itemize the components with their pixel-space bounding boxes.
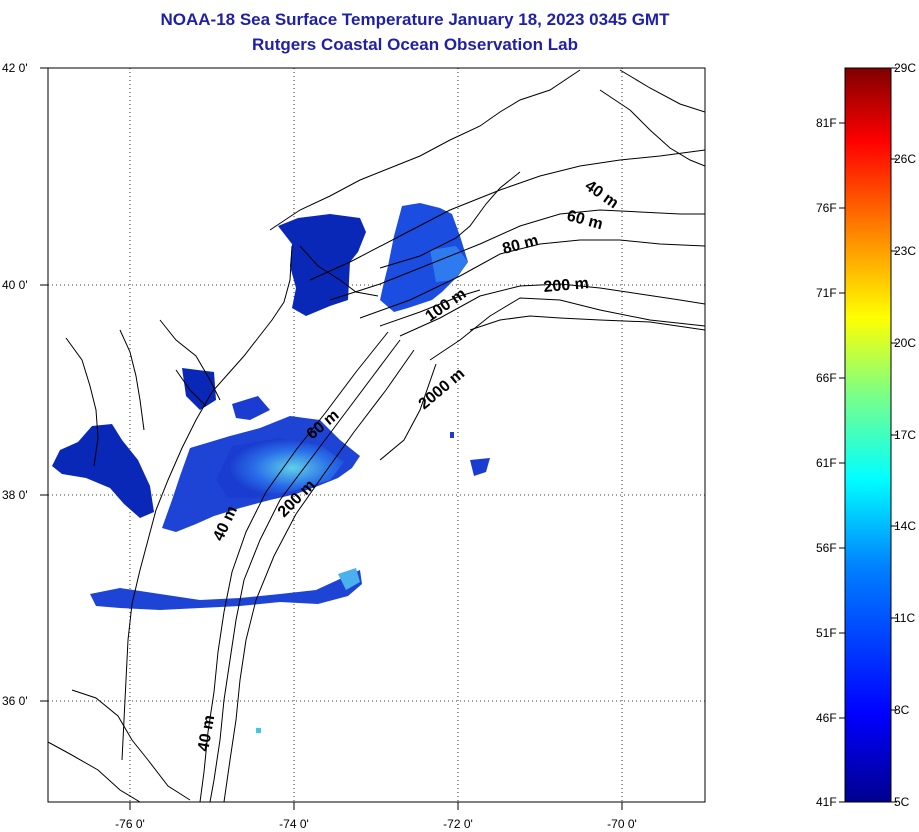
cb-label-5c: 5C [894,795,910,809]
cb-label-66f: 66F [816,371,837,385]
frame-ticks [40,67,623,810]
contour-label-40m-south: 40 m [195,714,218,753]
colorbar-scale [844,67,892,803]
cb-label-20c: 20C [894,336,916,350]
lon-label-74: -74 0' [279,817,309,831]
cb-label-76f: 76F [816,201,837,215]
lat-label-36: 36 0' [2,694,28,708]
sst-patches [52,203,490,733]
cb-label-8c: 8C [894,703,910,717]
map-frame [47,67,706,803]
cb-label-46f: 46F [816,711,837,725]
contour-label-200m-north: 200 m [543,275,590,296]
lon-label-70: -70 0' [607,817,637,831]
cb-label-26c: 26C [894,152,916,166]
cb-label-71f: 71F [816,286,837,300]
map-title: NOAA-18 Sea Surface Temperature January … [160,10,670,29]
colorbar: 29C 26C 23C 20C 17C 14C 11C 8C 5C 81F 76… [816,61,916,809]
latitude-labels: 42 0' 40 0' 38 0' 36 0' [2,61,28,708]
sst-patch-virginia [90,570,362,610]
cb-label-51f: 51F [816,626,837,640]
sst-patch-nj [278,214,366,316]
map-subtitle: Rutgers Coastal Ocean Observation Lab [252,35,578,54]
lat-label-42: 42 0' [2,61,28,75]
sst-patch-chesapeake [52,424,154,518]
colorbar-ticks [839,67,897,803]
cb-label-11c: 11C [894,611,915,625]
cb-label-61f: 61F [816,456,837,470]
cb-label-29c: 29C [894,61,916,75]
colorbar-fahrenheit-labels: 81F 76F 71F 66F 61F 56F 51F 46F 41F [816,116,837,809]
cb-label-41f: 41F [816,795,837,809]
cb-label-23c: 23C [894,244,916,258]
lon-label-72: -72 0' [443,817,473,831]
cb-label-56f: 56F [816,541,837,555]
lon-label-76: -76 0' [115,817,145,831]
cb-label-14c: 14C [894,519,916,533]
lat-label-38: 38 0' [2,488,28,502]
longitude-labels: -76 0' -74 0' -72 0' -70 0' [115,817,637,831]
cb-label-81f: 81F [816,116,837,130]
lat-label-40: 40 0' [2,278,28,292]
colorbar-celsius-labels: 29C 26C 23C 20C 17C 14C 11C 8C 5C [894,61,916,809]
isobaths [199,69,705,802]
sst-patch-li [380,203,468,312]
coastline [48,69,581,802]
cb-label-17c: 17C [894,428,916,442]
